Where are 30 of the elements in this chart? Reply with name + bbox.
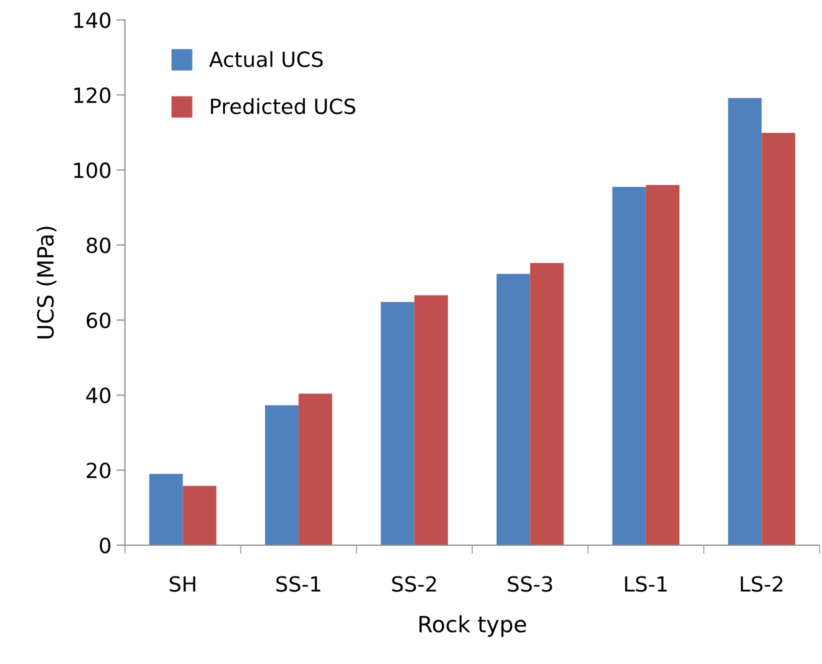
bar bbox=[728, 98, 762, 546]
bar bbox=[182, 486, 216, 546]
bar bbox=[414, 295, 448, 546]
bar bbox=[298, 394, 332, 546]
bar bbox=[646, 184, 680, 546]
bar bbox=[762, 132, 796, 546]
y-tick-label: 0 bbox=[100, 538, 110, 554]
y-tick-label: 60 bbox=[86, 312, 110, 328]
x-tick-label: SS-3 bbox=[508, 576, 552, 592]
x-tick-label: LS-2 bbox=[740, 576, 782, 592]
y-tick-label: 100 bbox=[74, 162, 110, 178]
y-tick-label: 20 bbox=[86, 462, 110, 478]
legend-label: Actual UCS bbox=[209, 51, 323, 68]
y-tick-label: 140 bbox=[74, 12, 110, 28]
bar bbox=[496, 274, 530, 546]
x-tick-label: SS-2 bbox=[392, 576, 436, 592]
bar bbox=[530, 263, 564, 546]
y-axis-title: UCS (MPa) bbox=[36, 226, 56, 338]
bar bbox=[149, 474, 183, 546]
x-tick-label: SS-1 bbox=[276, 576, 320, 592]
y-tick-label: 40 bbox=[86, 388, 110, 404]
bar bbox=[265, 405, 299, 546]
x-tick-label: SH bbox=[170, 576, 196, 592]
y-tick-label: 120 bbox=[74, 87, 110, 104]
bar bbox=[380, 302, 414, 546]
bar bbox=[612, 186, 646, 546]
y-tick-label: 80 bbox=[86, 237, 110, 254]
x-tick-label: LS-1 bbox=[625, 576, 667, 592]
legend-label: Predicted UCS bbox=[211, 98, 356, 114]
x-axis-title: Rock type bbox=[420, 615, 526, 637]
